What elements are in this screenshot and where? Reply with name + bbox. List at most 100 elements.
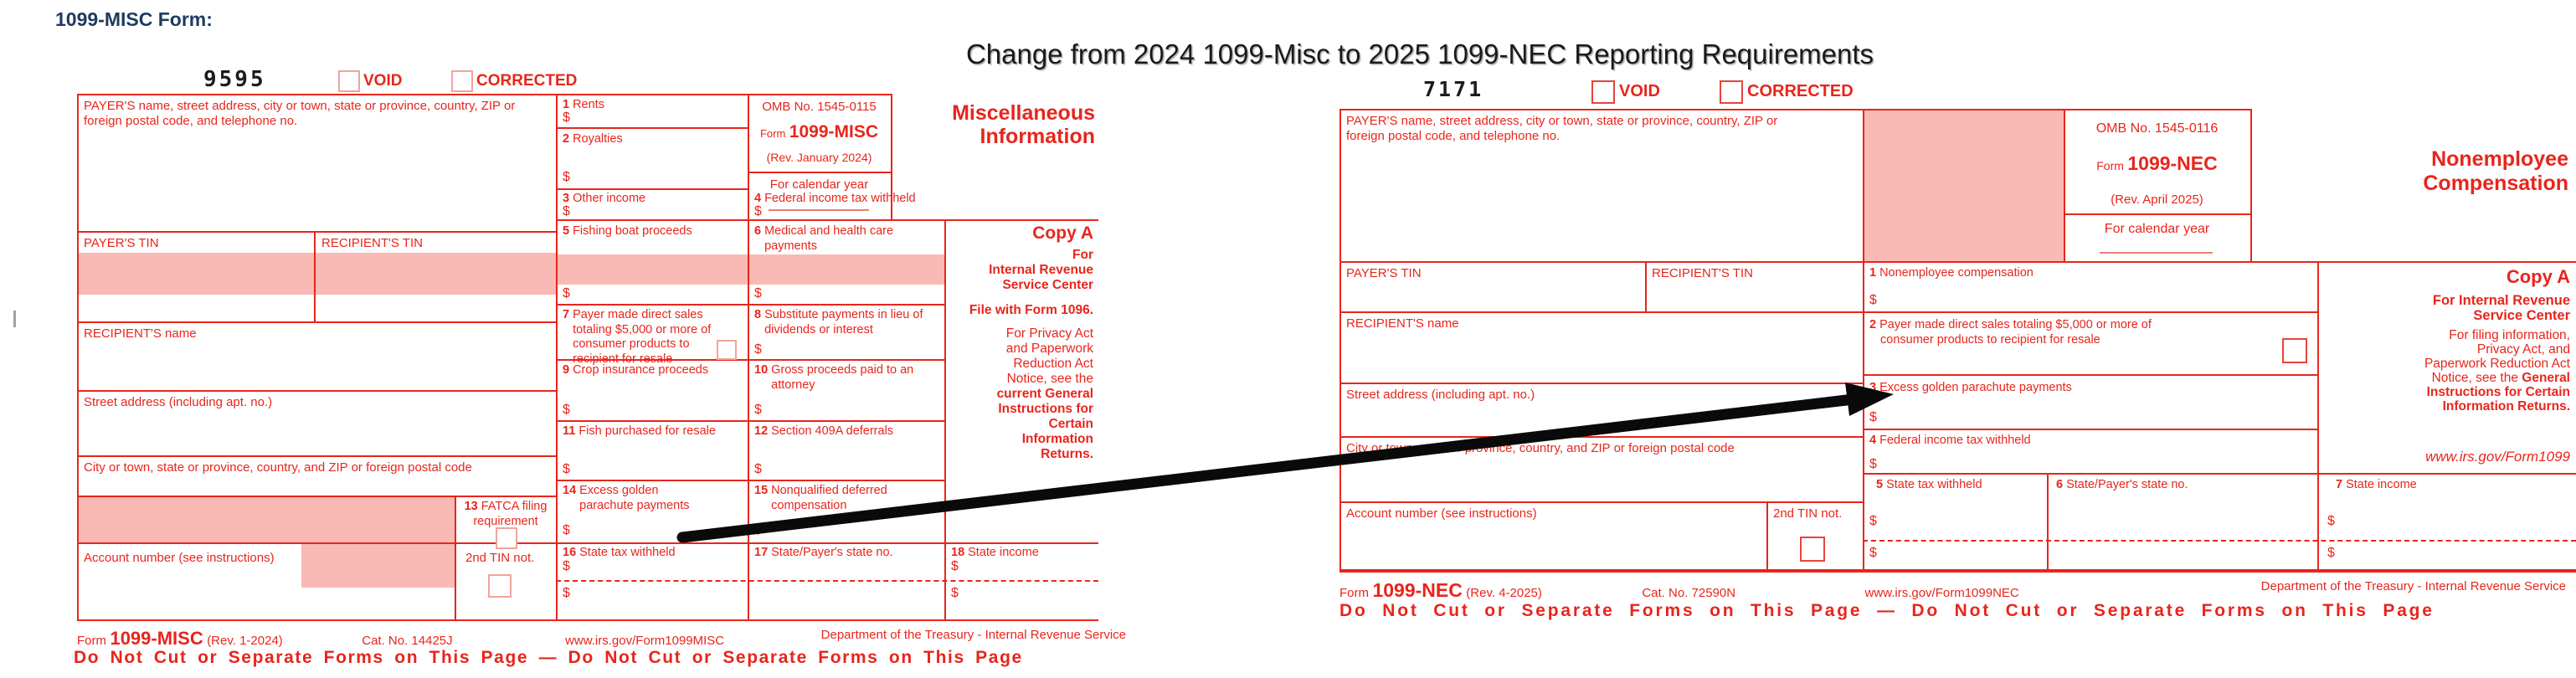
dollar-sign: $ [754,286,762,300]
grid-line [2317,261,2319,569]
sidebar-line: Instructions for Certain [2426,385,2570,399]
sidebar-line: Paperwork Reduction Act [2424,357,2570,371]
grid-line [1863,473,2576,475]
grid-dashed-line [556,580,1098,582]
payer-tin-label: PAYER'S TIN [84,236,159,250]
account-label: Account number (see instructions) [1346,506,1537,521]
misc-fatca-checkbox[interactable] [496,527,517,549]
payer-block-label: PAYER'S name, street address, city or to… [1346,114,1778,144]
grid-line [77,455,556,457]
grid-line [2064,109,2065,261]
misc-void-label: VOID [363,72,403,90]
nec-do-not-cut: Do Not Cut or Separate Forms on This Pag… [1339,601,2435,620]
grid-line [1339,501,1863,503]
grid-line [1766,501,1768,569]
sidebar-line: File with Form 1096. [969,303,1093,317]
recipient-name-label: RECIPIENT'S name [84,326,197,341]
footer-cat-number: Cat. No. 14425J [362,634,453,648]
grid-line [1863,109,1864,571]
box-label: 14 Excess golden parachute payments [563,484,690,512]
box-label: 7 State income [2336,478,2417,491]
grid-line [1339,436,1863,438]
calendar-year-label: For calendar year [2104,222,2210,236]
misc-footer: Form 1099-MISC (Rev. 1-2024) Cat. No. 14… [77,628,1126,650]
misc-tin-pink-band [77,253,556,295]
copy-a-label: Copy A [2506,266,2570,287]
omb-number: OMB No. 1545-0115 [762,100,877,114]
grid-line [1339,109,1341,571]
box-label: 8 Substitute payments in lieu of dividend… [754,308,923,336]
box-label: 7 Payer made direct sales totaling $5,000… [563,308,712,367]
nec-void-label: VOID [1619,82,1660,100]
grid-line [556,188,748,190]
dollar-sign: $ [563,204,570,218]
dollar-sign: $ [754,204,762,218]
form-revision: (Rev. April 2025) [2111,193,2203,207]
sidebar-line: Notice, see the General [2431,371,2570,385]
form-word: Form [1339,586,1369,600]
grid-line [1863,429,2317,430]
footer-form-number: 1099-MISC [110,628,203,649]
box-label: 2 Payer made direct sales totaling $5,000… [1869,318,2152,347]
form-word: Form [2096,159,2124,172]
dollar-sign: $ [1869,546,1877,560]
dollar-sign: $ [754,403,762,417]
calendar-year-blank[interactable] [2100,252,2213,254]
box-label: 3 Other income [563,192,646,205]
misc-fatca-pink-area [77,496,455,542]
grid-line [556,480,944,481]
footer-url[interactable]: www.irs.gov/Form1099MISC [565,634,725,648]
nec-second-tin-checkbox[interactable] [1800,537,1825,562]
nec-pink-block [1863,109,2064,261]
dollar-sign: $ [563,403,570,417]
street-label: Street address (including apt. no.) [84,395,273,409]
box-label: 4 Federal income tax withheld [1869,434,2031,447]
grid-line [748,172,891,173]
dollar-sign: $ [563,523,570,537]
grid-line [1339,311,2317,313]
sidebar-url[interactable]: www.irs.gov/Form1099 [2425,449,2570,465]
recipient-tin-label: RECIPIENT'S TIN [321,236,423,250]
dollar-sign: $ [563,559,570,573]
grid-line [77,321,556,323]
page-heading: 1099-MISC Form: [55,8,213,30]
misc-second-tin-checkbox[interactable] [488,574,512,598]
payer-tin-label: PAYER'S TIN [1346,266,1422,280]
misc-form-code: 9595 [203,67,266,92]
grid-line [556,420,944,422]
nec-footer: Form 1099-NEC (Rev. 4-2025) Cat. No. 725… [1339,579,2566,602]
box-label: 11 Fish purchased for resale [563,424,716,438]
box-label: 17 State/Payer's state no. [754,546,893,559]
box-label: 9 Crop insurance proceeds [563,363,709,377]
grid-line [1863,374,2317,376]
dollar-sign: $ [951,559,959,573]
grid-line [556,94,558,621]
sidebar-line: current General [996,387,1093,401]
grid-line [77,94,79,621]
footer-url[interactable]: www.irs.gov/Form1099NEC [1864,586,2019,600]
form-word: Form [759,127,786,140]
misc-direct-sales-checkbox[interactable] [717,340,737,360]
dollar-sign: $ [563,110,570,125]
dollar-sign: $ [2327,514,2335,528]
city-label: City or town, state or province, country… [84,460,472,475]
sidebar-line: Information [1021,432,1093,446]
copy-a-label: Copy A [1032,223,1093,243]
sidebar-line: Internal Revenue [989,263,1093,277]
form-number-block: Form 1099-MISC [748,122,891,142]
nec-void-checkbox[interactable] [1591,80,1615,104]
misc-void-checkbox[interactable] [338,70,360,92]
sidebar-line: For [1072,248,1093,262]
footer-revision: (Rev. 4-2025) [1466,586,1542,600]
nec-corrected-checkbox[interactable] [1720,80,1743,104]
form-number: 1099-MISC [789,122,878,141]
misc-corrected-checkbox[interactable] [451,70,473,92]
nec-form-code: 7171 [1423,77,1484,101]
payer-block-label: PAYER'S name, street address, city or to… [84,99,516,129]
nec-direct-sales-checkbox[interactable] [2282,338,2307,363]
dollar-sign: $ [563,286,570,300]
grid-line [1339,261,2576,263]
sidebar-line: Privacy Act, and [2476,342,2570,357]
calendar-year-blank[interactable] [769,209,869,211]
nec-corrected-label: CORRECTED [1747,82,1854,100]
